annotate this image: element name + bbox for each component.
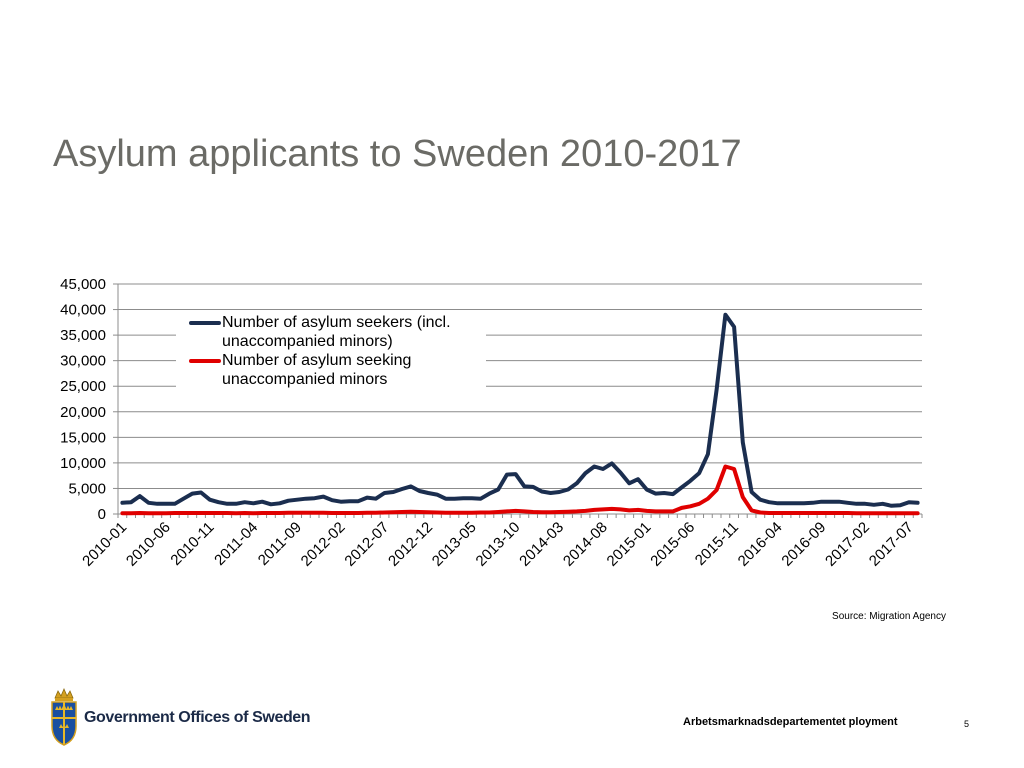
y-tick-label: 45,000 (60, 276, 106, 293)
y-tick-label: 10,000 (60, 455, 106, 472)
legend-label-unaccompanied-minors: Number of asylum seeking unaccompanied m… (222, 352, 412, 388)
chart-legend: Number of asylum seekers (incl. unaccomp… (176, 311, 486, 388)
x-tick-label: 2017-07 (866, 519, 917, 570)
page-number: 5 (964, 719, 970, 729)
y-tick-label: 15,000 (60, 429, 106, 446)
x-tick-label: 2010-01 (79, 519, 130, 570)
y-axis-tick-labels: 0 5,000 10,000 15,000 20,000 25,000 30,000 35,0… (60, 276, 106, 523)
slide-title: Asylum applicants to Sweden 2010-2017 (53, 133, 742, 175)
chart-series (120, 312, 920, 516)
y-tick-label: 5,000 (68, 480, 106, 497)
x-tick-label: 2015-01 (604, 519, 655, 570)
swedish-coat-of-arms-logo (51, 688, 77, 746)
y-tick-label: 20,000 (60, 404, 106, 421)
x-tick-label: 2010-06 (123, 519, 174, 570)
x-tick-label: 2017-02 (822, 519, 873, 570)
y-tick-label: 25,000 (60, 378, 106, 395)
organization-name: Government Offices of Sweden (84, 709, 311, 726)
source-note: Source: Migration Agency (832, 611, 946, 622)
y-tick-label: 30,000 (60, 353, 106, 370)
x-axis-tick-labels: 2010-012010-062010-112011-042011-092012-… (79, 519, 916, 570)
x-tick-label: 2013-10 (473, 519, 524, 570)
x-tick-label: 2012-02 (298, 519, 349, 570)
x-tick-label: 2012-07 (341, 519, 392, 570)
x-tick-label: 2012-12 (385, 519, 436, 570)
legend-swatch-unaccompanied-minors (189, 359, 221, 363)
x-tick-label: 2015-06 (647, 519, 698, 570)
legend-swatch-asylum-seekers (189, 321, 221, 325)
x-tick-label: 2011-04 (211, 519, 261, 569)
x-tick-label: 2014-08 (560, 519, 611, 570)
legend-label-asylum-seekers: Number of asylum seekers (incl. unaccomp… (222, 314, 451, 350)
series-line-unaccompanied-minors (120, 464, 920, 516)
y-tick-label: 40,000 (60, 302, 106, 319)
asylum-line-chart: 0 5,000 10,000 15,000 20,000 25,000 30,000 35,0… (60, 276, 923, 570)
series-line-asylum-seekers (120, 312, 920, 508)
x-tick-label: 2013-05 (429, 519, 480, 570)
y-tick-label: 0 (98, 506, 106, 523)
x-tick-label: 2010-11 (167, 519, 217, 569)
x-tick-label: 2014-03 (516, 519, 567, 570)
department-label: Arbetsmarknadsdepartementet ployment (683, 716, 898, 728)
x-tick-label: 2016-04 (735, 519, 786, 570)
x-tick-label: 2016-09 (778, 519, 829, 570)
x-tick-label: 2015-11 (692, 519, 742, 569)
y-tick-label: 35,000 (60, 327, 106, 344)
chart-gridlines (118, 283, 922, 489)
x-tick-label: 2011-09 (255, 519, 305, 569)
